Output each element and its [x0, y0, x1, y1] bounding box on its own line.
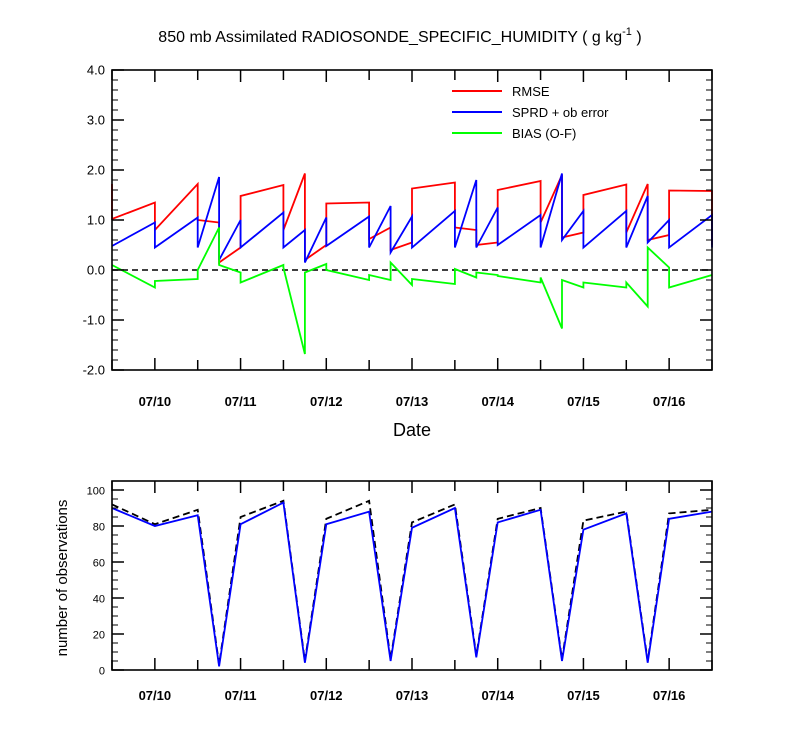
- x-tick-label: 07/14: [481, 688, 514, 703]
- y-tick-label: 0: [99, 666, 105, 678]
- y-tick-label: 20: [93, 630, 105, 642]
- y-tick-label: 2.0: [87, 163, 105, 178]
- y-tick-label: 100: [87, 486, 105, 498]
- y-tick-label: 1.0: [87, 213, 105, 228]
- series-line-sprd-ob-error: [111, 173, 713, 263]
- y-tick-label: 80: [93, 522, 105, 534]
- legend-label: BIAS (O-F): [512, 126, 576, 141]
- top-series-group: [111, 173, 713, 355]
- y-tick-label: 0.0: [87, 263, 105, 278]
- top-axis-ticks: [111, 69, 713, 371]
- chart-title: 850 mb Assimilated RADIOSONDE_SPECIFIC_H…: [158, 26, 641, 46]
- top-axis-tick-labels: -2.0 -1.0 0.0 1.0 2.0 3.0 4.0 07/10 07/11 07/12 07…: [83, 63, 686, 410]
- bottom-plot-frame: [111, 480, 713, 671]
- bottom-axis-tick-labels: 0 20 40 60 80 100 07/10 07/11 07/12 07/13 07/14 07/…: [87, 486, 686, 704]
- series-line-bias-o-f: [111, 227, 713, 355]
- x-tick-label: 07/14: [481, 394, 514, 409]
- series-line-possible: [111, 499, 713, 665]
- y-tick-label: -1.0: [83, 313, 105, 328]
- x-tick-label: 07/16: [653, 394, 686, 409]
- x-tick-label: 07/10: [139, 688, 172, 703]
- legend-label: SPRD + ob error: [512, 105, 609, 120]
- x-tick-label: 07/13: [396, 688, 429, 703]
- series-line-used: [111, 501, 713, 667]
- legend-label: RMSE: [512, 84, 550, 99]
- x-tick-label: 07/16: [653, 688, 686, 703]
- x-tick-label: 07/13: [396, 394, 429, 409]
- y-tick-label: 3.0: [87, 113, 105, 128]
- bottom-y-axis-label: number of observations: [54, 500, 71, 657]
- x-tick-label: 07/15: [567, 394, 600, 409]
- x-tick-label: 07/10: [139, 394, 172, 409]
- y-tick-label: 60: [93, 558, 105, 570]
- x-tick-label: 07/11: [225, 394, 257, 409]
- plot-frame: [111, 480, 713, 671]
- top-legend: RMSE SPRD + ob error BIAS (O-F): [452, 84, 609, 141]
- x-axis-label: Date: [393, 420, 431, 440]
- y-tick-label: 4.0: [87, 63, 105, 78]
- y-tick-label: 40: [93, 594, 105, 606]
- x-tick-label: 07/12: [310, 394, 343, 409]
- x-tick-label: 07/15: [567, 688, 600, 703]
- bottom-axis-ticks: [111, 480, 713, 671]
- bottom-series-group: [111, 499, 713, 667]
- x-tick-label: 07/11: [225, 688, 257, 703]
- x-tick-label: 07/12: [310, 688, 343, 703]
- y-tick-label: -2.0: [83, 363, 105, 378]
